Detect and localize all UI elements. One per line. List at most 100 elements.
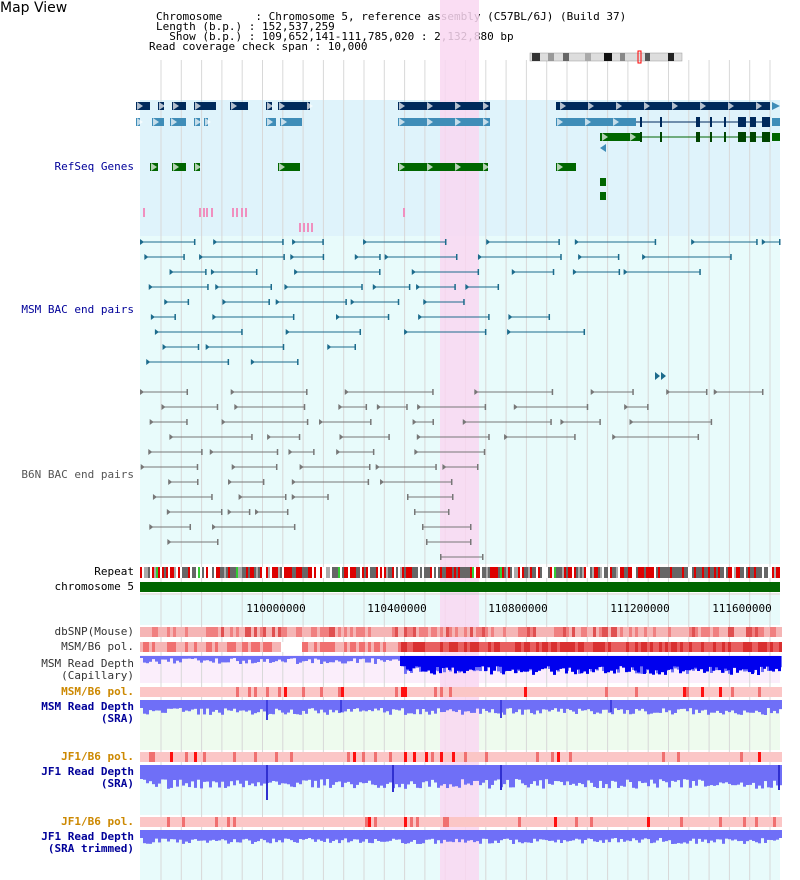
jf1-pol-heat-cell <box>518 752 521 762</box>
bac-end-pair <box>228 479 265 485</box>
bac-end-pair <box>344 389 434 395</box>
bac-end-pair <box>629 419 713 425</box>
jf1-sra-depth-bar <box>464 765 467 785</box>
msm-capillary-depth-bar-strong <box>616 656 619 670</box>
msm-sra-depth-bar <box>767 700 770 709</box>
jf1-sra-depth-bar <box>374 765 377 786</box>
repeat-segment <box>270 567 272 578</box>
jf1-sra-depth-bar <box>365 765 368 783</box>
msm-capillary-depth-bar <box>371 656 374 659</box>
jf1-sra-depth-bar <box>524 765 527 786</box>
jf1-sra-depth-bar <box>347 765 350 782</box>
jf1-pol2-heat-cell <box>323 817 326 827</box>
track-label-msm-bac[interactable]: MSM BAC end pairs <box>21 303 134 316</box>
jf1-trimmed-depth-bar <box>338 830 341 844</box>
jf1-sra-depth-bar <box>263 765 266 784</box>
jf1-trimmed-depth-bar <box>257 830 260 842</box>
msm-pol-heat-cell <box>620 642 623 652</box>
msm-capillary-depth-bar-strong <box>700 656 703 670</box>
jf1-pol2-heat-cell <box>248 817 251 827</box>
dbsnp-heat-cell <box>746 627 749 637</box>
ideogram-band <box>620 53 625 61</box>
repeat-segment <box>606 567 608 578</box>
track-label-msm-b6-pol[interactable]: MSM/B6 pol. <box>61 640 134 653</box>
bac-end-pair <box>335 314 390 320</box>
msm-sra-depth-bar <box>389 700 392 715</box>
bac-end-marker <box>270 284 273 290</box>
msm-pol-heat-cell <box>737 642 740 652</box>
jf1-pol2-heat-cell <box>434 817 437 827</box>
jf1-pol2-heat-cell <box>407 817 410 827</box>
track-label-msm-b6-pol-2[interactable]: MSM/B6 pol. <box>61 685 134 698</box>
jf1-trimmed-depth-bar <box>461 830 464 840</box>
msm-capillary-depth-bar <box>233 656 236 659</box>
repeat-segment <box>338 567 340 578</box>
jf1-sra-depth-bar <box>548 765 551 784</box>
dbsnp-heat-cell <box>518 627 521 637</box>
bac-end-marker <box>335 314 340 320</box>
jf1-trimmed-depth-bar <box>341 830 344 841</box>
track-label-b6n-bac[interactable]: B6N BAC end pairs <box>21 468 134 481</box>
bac-end-pair <box>149 524 192 530</box>
snp-marker <box>232 208 234 217</box>
jf1-trimmed-depth-bar <box>197 830 200 841</box>
track-label-jf1-depth-sra[interactable]: JF1 Read Depth (SRA) <box>41 765 134 790</box>
jf1-pol-heat-cell <box>338 752 341 762</box>
repeat-segment <box>382 567 384 578</box>
selection-highlight[interactable] <box>440 0 479 880</box>
jf1-sra-depth-bar <box>284 765 287 784</box>
msm-capillary-depth-bar <box>206 656 209 661</box>
track-label-refseq-genes[interactable]: RefSeq Genes <box>54 160 134 173</box>
msm-pol2-heat-cell <box>779 687 782 697</box>
repeat-segment <box>204 567 206 578</box>
track-label-repeat[interactable]: Repeat <box>94 565 134 578</box>
msm-pol-heat-cell <box>617 642 620 652</box>
bac-end-marker <box>228 479 233 485</box>
msm-sra-depth-bar <box>605 700 608 710</box>
msm-sra-depth-bar <box>383 700 386 713</box>
msm-capillary-depth-bar <box>395 656 398 660</box>
jf1-pol-heat-cell <box>668 752 671 762</box>
jf1-trimmed-depth-bar <box>626 830 629 841</box>
jf1-trimmed-depth-bar <box>740 830 743 841</box>
repeat-segment <box>304 567 306 578</box>
bac-end-marker <box>599 419 601 425</box>
track-label-jf1-b6-pol[interactable]: JF1/B6 pol. <box>61 750 134 763</box>
jf1-sra-depth-bar <box>461 765 464 780</box>
bac-end-marker <box>661 372 666 380</box>
bac-end-pair <box>412 419 434 425</box>
bac-end-marker <box>292 314 295 320</box>
dbsnp-heat-cell <box>629 627 632 637</box>
dbsnp-heat-cell <box>545 627 548 637</box>
track-label-msm-depth-capillary[interactable]: MSM Read Depth (Capillary) <box>41 657 134 682</box>
msm-capillary-depth-bar <box>347 656 350 662</box>
msm-sra-depth-bar <box>443 700 446 712</box>
msm-pol2-heat-cell <box>503 687 506 697</box>
track-label-jf1-depth-trimmed[interactable]: JF1 Read Depth (SRA trimmed) <box>41 830 134 855</box>
msm-sra-depth-bar <box>665 700 668 713</box>
jf1-pol-heat-cell <box>503 752 506 762</box>
msm-sra-depth-bar <box>320 700 323 710</box>
ideogram-position-marker <box>637 50 642 64</box>
track-label-msm-depth-sra[interactable]: MSM Read Depth (SRA) <box>41 700 134 725</box>
repeat-segment <box>720 567 722 578</box>
track-label-chromosome[interactable]: chromosome 5 <box>54 580 134 593</box>
msm-sra-depth-bar <box>473 700 476 713</box>
msm-pol-heat-cell <box>527 642 530 652</box>
jf1-pol2-heat-cell <box>305 817 308 827</box>
msm-pol-heat-cell <box>398 642 401 652</box>
jf1-pol-heat-cell <box>698 752 701 762</box>
bac-end-marker <box>414 449 419 455</box>
repeat-segment <box>514 567 516 578</box>
repeat-segment <box>572 567 574 578</box>
msm-sra-depth-bar <box>572 700 575 712</box>
msm-pol-heat-cell <box>488 642 491 652</box>
bac-end-marker <box>221 419 226 425</box>
msm-pol2-heat-cell <box>257 687 260 697</box>
track-label-dbsnp[interactable]: dbSNP(Mouse) <box>54 625 134 638</box>
repeat-segment <box>736 567 738 578</box>
track-label-jf1-b6-pol-2[interactable]: JF1/B6 pol. <box>61 815 134 828</box>
jf1-trimmed-depth-bar <box>437 830 440 841</box>
jf1-pol2-heat-cell <box>584 817 587 827</box>
